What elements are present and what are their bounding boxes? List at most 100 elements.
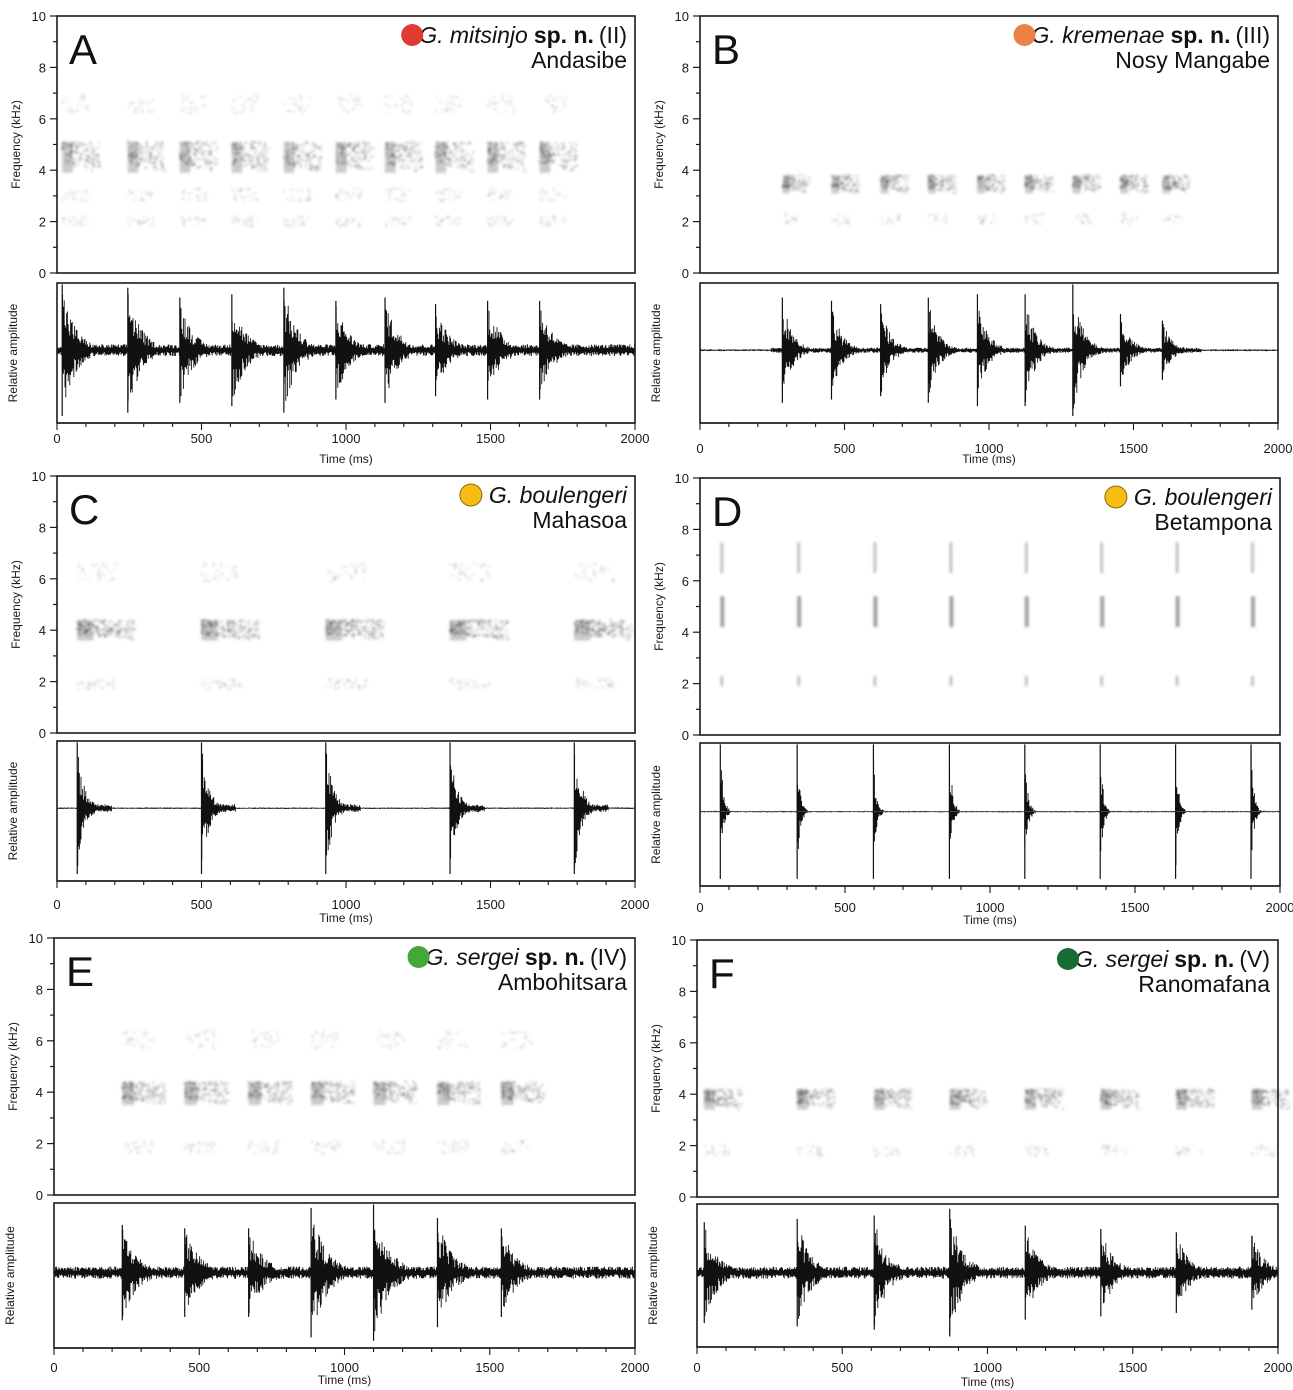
frequency-axis: 0 2 4 6 8 10 Frequency (kHz) — [649, 933, 697, 1205]
species-suffix: sp. n. — [1170, 22, 1230, 48]
spectrogram-note — [1119, 174, 1149, 225]
spectrogram-note — [573, 562, 634, 690]
x-tick-label: 0 — [696, 900, 703, 915]
y-tick-label: 6 — [39, 572, 46, 587]
y-axis-label: Frequency (kHz) — [6, 1022, 20, 1111]
x-tick-label: 500 — [188, 1360, 210, 1375]
x-tick-label: 0 — [50, 1360, 57, 1375]
spectrogram-background — [700, 478, 1280, 735]
species-name: G. boulengeri — [489, 482, 628, 508]
y-tick-label: 8 — [679, 984, 686, 999]
panel-b: 0 2 4 6 8 10 Frequency (kHz) Relative amplitude… — [649, 9, 1292, 466]
y-tick-label: 4 — [39, 163, 46, 178]
y-tick-label: 8 — [682, 522, 689, 537]
frequency-axis: 0 2 4 6 8 10 Frequency (kHz) — [9, 469, 57, 741]
y-tick-label: 0 — [36, 1188, 43, 1203]
oscillogram-wave — [699, 744, 1280, 879]
species-suffix: sp. n. — [525, 944, 585, 970]
species-marker — [1104, 485, 1128, 509]
x-tick-label: 1500 — [476, 897, 505, 912]
x-tick-label: 1000 — [976, 900, 1005, 915]
panel-f: 0 2 4 6 8 10 Frequency (kHz) Relative amplitude… — [646, 933, 1292, 1389]
spectrogram-marks — [720, 542, 1255, 687]
oscillogram-background — [700, 743, 1280, 886]
x-tick-label: 1000 — [332, 897, 361, 912]
locality-label: Ranomafana — [1138, 971, 1270, 997]
spectrogram-note — [1175, 542, 1180, 687]
panel-letter: C — [69, 486, 99, 533]
spectrogram-note — [703, 1088, 743, 1157]
x-tick-label: 1000 — [973, 1360, 1002, 1375]
spectrogram-note — [1024, 174, 1054, 226]
spectrogram-note — [1175, 1088, 1215, 1157]
species-suffix: sp. n. — [534, 22, 594, 48]
x-axis-label: Time (ms) — [962, 452, 1016, 466]
x-tick-label: 2000 — [1266, 900, 1293, 915]
time-axis: 0 500 1000 1500 2000 Time (ms) — [693, 1346, 1293, 1389]
locality-label: Betampona — [1154, 509, 1272, 535]
spectrogram-note — [283, 94, 323, 228]
spectrogram-note — [1024, 1088, 1064, 1157]
spectrogram-marks — [121, 1029, 546, 1155]
species-suffix: sp. n. — [1174, 946, 1234, 972]
frequency-axis: 0 2 4 6 8 10 Frequency (kHz) — [652, 9, 700, 281]
species-name: G. boulengeri — [1134, 484, 1273, 510]
y-tick-label: 4 — [36, 1085, 43, 1100]
y-tick-label: 6 — [682, 574, 689, 589]
panel-letter: D — [712, 488, 742, 535]
spectrogram-note — [384, 95, 424, 227]
spectrogram-background — [57, 476, 635, 733]
spectrogram-background — [54, 938, 635, 1195]
spectrogram-note — [1161, 174, 1191, 224]
spectrogram-note — [1251, 542, 1255, 687]
frequency-axis: 0 2 4 6 8 10 Frequency (kHz) — [6, 931, 54, 1203]
x-tick-label: 1500 — [1121, 900, 1150, 915]
y-tick-label: 6 — [36, 1034, 43, 1049]
oscillogram-wave — [696, 1208, 1279, 1337]
x-tick-label: 2000 — [621, 1360, 650, 1375]
oscillogram-background — [57, 741, 635, 881]
species-marker — [1056, 948, 1079, 970]
x-axis-label: Time (ms) — [319, 911, 373, 925]
oscillogram-y-label: Relative amplitude — [649, 765, 663, 864]
spectrogram-note — [927, 174, 957, 225]
frequency-axis: 0 2 4 6 8 10 Frequency (kHz) — [652, 471, 700, 743]
species-marker — [1013, 24, 1036, 46]
spectrogram-marks — [61, 94, 579, 228]
locality-label: Nosy Mangabe — [1115, 47, 1270, 73]
y-tick-label: 6 — [682, 112, 689, 127]
species-name: G. kremenae — [1031, 22, 1164, 48]
y-axis-label: Frequency (kHz) — [9, 560, 23, 649]
y-tick-label: 2 — [39, 675, 46, 690]
spectrogram-note — [183, 1029, 230, 1154]
y-axis-label: Frequency (kHz) — [9, 100, 23, 189]
panel-letter: A — [69, 26, 97, 73]
y-tick-label: 2 — [679, 1139, 686, 1154]
species-title: G. sergei sp. n. (IV) — [426, 944, 627, 970]
spectrogram-background — [700, 16, 1278, 273]
y-tick-label: 10 — [672, 933, 686, 948]
y-tick-label: 4 — [679, 1087, 686, 1102]
x-tick-label: 500 — [191, 897, 213, 912]
species-name: G. sergei — [1075, 946, 1169, 972]
spectrogram-note — [486, 95, 527, 228]
spectrogram-note — [797, 542, 802, 687]
x-tick-label: 1000 — [330, 1360, 359, 1375]
spectrogram-marks — [703, 1088, 1290, 1157]
x-tick-label: 1500 — [1118, 1360, 1147, 1375]
spectrogram-note — [310, 1029, 356, 1155]
y-tick-label: 6 — [39, 112, 46, 127]
y-tick-label: 0 — [679, 1190, 686, 1205]
y-tick-label: 4 — [682, 625, 689, 640]
panel-a: 0 2 4 6 8 10 Frequency (kHz) Relative amplitude… — [6, 9, 649, 466]
time-axis: 0 500 1000 1500 2000 Time (ms) — [53, 422, 650, 466]
oscillogram-y-label: Relative amplitude — [6, 761, 20, 860]
x-axis-label: Time (ms) — [318, 1373, 372, 1387]
x-tick-label: 2000 — [621, 431, 650, 446]
x-tick-label: 2000 — [1264, 441, 1293, 456]
x-tick-label: 2000 — [1264, 1360, 1293, 1375]
spectrogram-note — [76, 562, 136, 691]
spectrogram-note — [434, 94, 475, 227]
spectrogram-note — [126, 98, 167, 228]
